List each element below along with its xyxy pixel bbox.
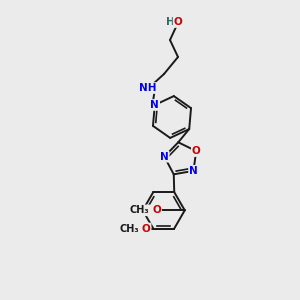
Text: H: H bbox=[166, 17, 174, 27]
Text: CH₃: CH₃ bbox=[130, 205, 150, 215]
Text: O: O bbox=[142, 224, 151, 233]
Text: CH₃: CH₃ bbox=[119, 224, 139, 233]
Text: O: O bbox=[174, 17, 182, 27]
Text: NH: NH bbox=[139, 83, 157, 93]
Text: N: N bbox=[160, 152, 169, 162]
Text: O: O bbox=[152, 205, 161, 215]
Text: O: O bbox=[192, 146, 201, 156]
Text: N: N bbox=[189, 166, 198, 176]
Text: N: N bbox=[150, 100, 159, 110]
